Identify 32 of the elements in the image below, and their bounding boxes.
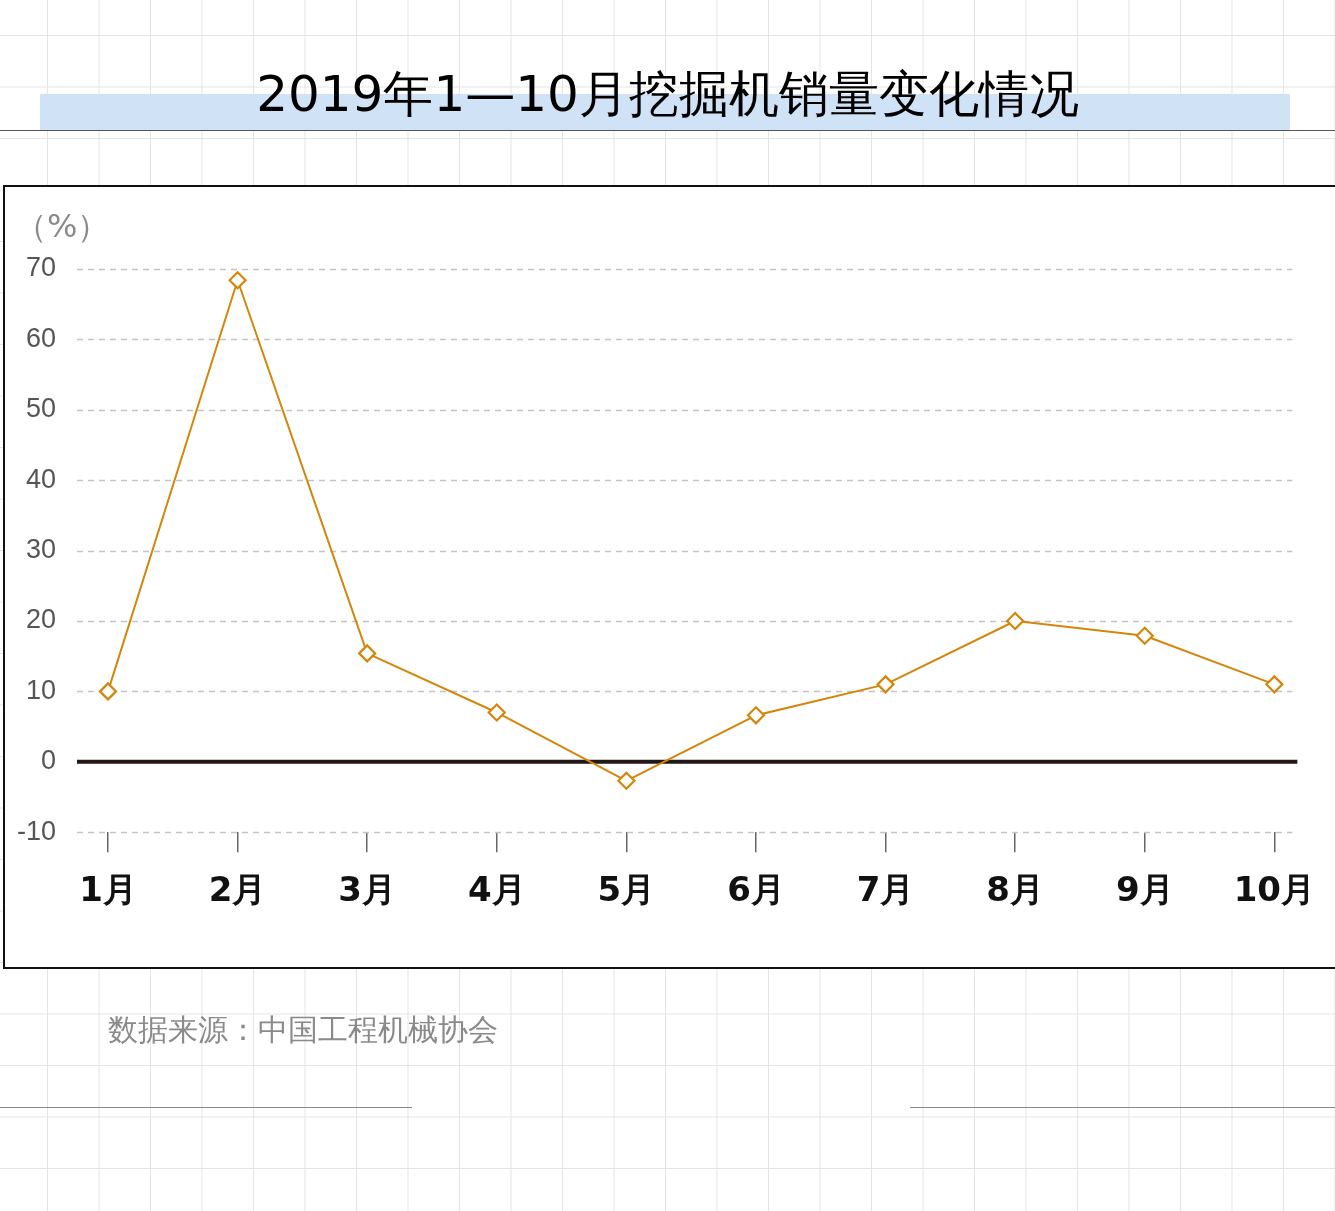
x-tick-label: 10月 [1233,869,1316,910]
y-tick-label: 40 [25,463,56,494]
point [876,675,895,694]
x-tick-label: 6月 [727,869,785,910]
point [487,703,506,722]
point [1006,611,1025,631]
x-tick-label: 4月 [467,869,526,910]
x-tick-label: 7月 [856,869,915,910]
point [358,644,377,663]
x-tick-label: 2月 [208,869,267,910]
point [228,271,247,290]
y-axis-title: （%） [15,207,110,246]
y-tick-label: 10 [25,674,56,705]
x-tick-label: 9月 [1115,869,1174,910]
y-tick-label: 60 [25,322,56,353]
point [1135,626,1154,645]
y-tick-label: 70 [25,252,56,283]
chart-title: 2019年1—10月挖掘机销量变化情况 [255,64,1080,124]
y-tick-label: 0 [40,745,56,776]
x-tick-label: 8月 [986,869,1044,910]
point [1265,675,1284,694]
point [98,682,118,701]
x-tick-label: 1月 [79,869,137,910]
x-tick-label: 3月 [338,869,397,910]
point [617,771,636,790]
x-tick-label: 5月 [597,869,656,910]
y-tick-label: 20 [25,604,56,635]
y-tick-label: 30 [25,534,56,565]
point [746,706,766,725]
y-tick-label: -10 [16,815,56,846]
y-tick-label: 50 [25,393,56,424]
source-note: 数据来源：中国工程机械协会 [108,1011,498,1049]
